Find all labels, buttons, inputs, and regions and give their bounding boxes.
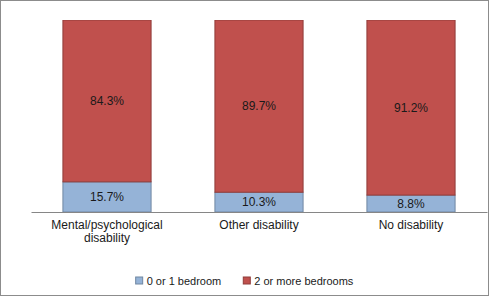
legend-item: 0 or 1 bedroom: [136, 275, 222, 287]
bar-segment: [63, 20, 151, 182]
x-tick-label: Other disability: [219, 218, 298, 232]
bars: [63, 20, 455, 212]
bar-segment: [63, 182, 151, 212]
bar-segment: [367, 195, 455, 212]
data-label: 8.8%: [397, 197, 425, 211]
bar-segment: [215, 20, 303, 192]
x-tick: No disability: [379, 212, 444, 232]
x-tick: Other disability: [219, 212, 298, 232]
x-tick-label: Mental/psychologicaldisability: [51, 218, 162, 246]
bar-segment: [367, 20, 455, 195]
legend-swatch: [243, 277, 250, 284]
x-tick-label: No disability: [379, 218, 444, 232]
bar-segment: [215, 192, 303, 212]
legend-swatch: [136, 277, 143, 284]
chart-border: [1, 1, 489, 296]
data-label: 91.2%: [394, 101, 428, 115]
x-tick: Mental/psychologicaldisability: [51, 212, 162, 245]
data-label: 15.7%: [90, 190, 124, 204]
x-axis: Mental/psychologicaldisability Other disa…: [32, 212, 488, 245]
legend-label: 2 or more bedrooms: [254, 275, 354, 287]
data-label: 84.3%: [90, 94, 124, 108]
chart: 15.7% 10.3% 8.8% 84.3% 89.7% 91.2% Mental/psyc…: [0, 0, 489, 296]
legend: 0 or 1 bedroom 2 or more bedrooms: [136, 275, 354, 287]
legend-item: 2 or more bedrooms: [243, 275, 354, 287]
data-label: 89.7%: [242, 99, 276, 113]
legend-label: 0 or 1 bedroom: [147, 275, 222, 287]
x-axis-line: [32, 212, 488, 213]
data-label: 10.3%: [242, 195, 276, 209]
data-labels: 15.7% 10.3% 8.8% 84.3% 89.7% 91.2%: [90, 94, 428, 211]
